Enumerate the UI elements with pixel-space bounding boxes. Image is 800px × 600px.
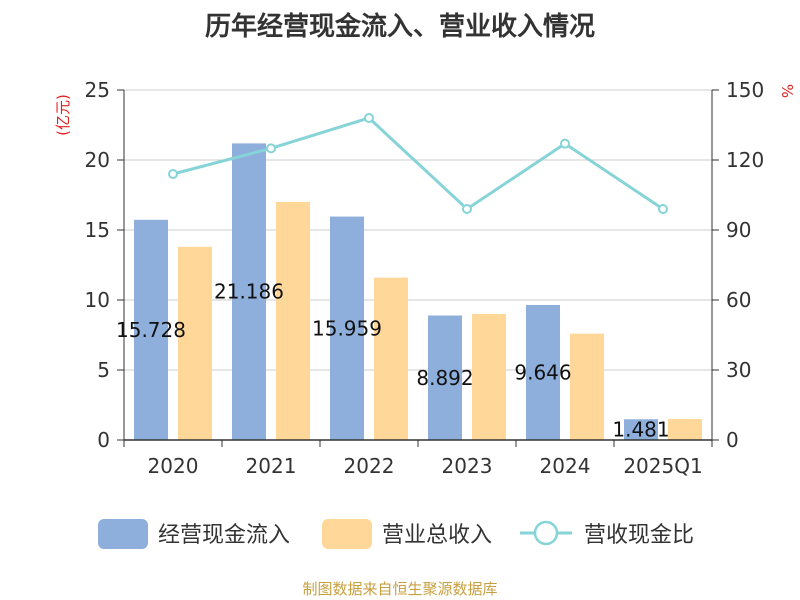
data-label: 9.646 — [514, 360, 571, 384]
cash-inflow-bar — [134, 219, 168, 440]
legend-label: 经营现金流入 — [158, 523, 290, 548]
data-label: 21.186 — [214, 280, 284, 304]
ratio-point — [462, 204, 472, 214]
y-left-tick-label: 0 — [97, 428, 110, 452]
y-left-tick-label: 25 — [85, 78, 110, 102]
chart-title: 历年经营现金流入、营业收入情况 — [204, 12, 595, 42]
x-tick-label: 2022 — [344, 454, 395, 478]
ratio-line — [168, 113, 668, 214]
x-tick-label: 2020 — [148, 454, 199, 478]
x-tick-label: 2023 — [442, 454, 493, 478]
x-tick-label: 2025Q1 — [623, 454, 702, 478]
y-right-tick-label: 60 — [726, 288, 751, 312]
ratio-point — [658, 204, 668, 214]
revenue-bar — [178, 246, 212, 440]
ratio-line-path — [172, 116, 664, 211]
x-tick-label: 2024 — [540, 454, 591, 478]
y-left-tick-label: 20 — [85, 148, 110, 172]
y-right-tick-label: 120 — [726, 148, 764, 172]
ratio-point — [364, 113, 374, 123]
x-tick-label: 2021 — [246, 454, 297, 478]
revenue-bar — [472, 314, 506, 440]
legend-label: 营收现金比 — [584, 523, 694, 548]
y-left-tick-label: 10 — [85, 288, 110, 312]
legend-swatch — [98, 519, 148, 549]
grid-lines — [124, 89, 712, 371]
data-labels: 15.728 21.186 15.959 8.892 9.646 1.481 — [116, 280, 670, 442]
data-label: 8.892 — [416, 366, 473, 390]
revenue-bar — [668, 419, 702, 440]
legend-label: 营业总收入 — [382, 523, 492, 548]
y-right-unit: % — [778, 84, 796, 98]
ratio-point — [560, 138, 570, 149]
data-label: 15.959 — [312, 316, 382, 340]
y-left-tick-label: 5 — [97, 358, 110, 382]
cash-inflow-bar — [624, 419, 658, 440]
y-left-tick-label: 15 — [85, 218, 110, 242]
legend-marker — [533, 520, 559, 546]
axes: 0 5 10 15 20 25 0 30 60 90 120 150 (亿元)% 2020 2021 2022… — [54, 78, 796, 478]
revenue-bar — [276, 202, 310, 440]
cash-inflow-bar — [526, 304, 560, 440]
data-source-note: 制图数据来自恒生聚源数据库 — [302, 580, 498, 598]
cash-inflow-bar — [232, 143, 266, 440]
cash-inflow-bar — [428, 315, 462, 440]
data-label: 1.481 — [612, 418, 669, 442]
y-right-tick-label: 150 — [726, 78, 764, 102]
data-label: 15.728 — [116, 318, 186, 342]
ratio-point — [266, 143, 276, 154]
revenue-bar — [570, 333, 604, 440]
y-right-tick-label: 30 — [726, 358, 751, 382]
y-right-tick-label: 90 — [726, 218, 751, 242]
cash-inflow-bar — [330, 216, 364, 440]
ratio-point — [168, 169, 178, 179]
bars — [134, 143, 702, 440]
legend-swatch — [322, 519, 372, 549]
revenue-bar — [374, 277, 408, 440]
legend: 经营现金流入 营业总收入 营收现金比 — [98, 519, 694, 549]
y-left-unit: (亿元) — [54, 94, 72, 136]
y-right-tick-label: 0 — [726, 428, 739, 452]
